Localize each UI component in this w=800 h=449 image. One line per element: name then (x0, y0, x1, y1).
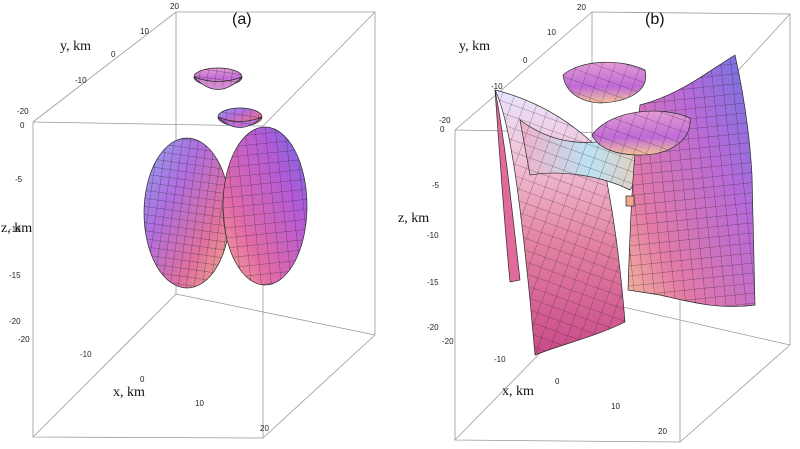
tick: -15 (427, 278, 439, 287)
tick: 0 (440, 125, 445, 134)
panel-b-top-bowl (562, 61, 647, 104)
panel-a-y-ticks: 20 10 0 -10 -20 (17, 2, 179, 116)
panel-a-x-ticks: -20 -10 0 10 20 (18, 335, 269, 433)
panel-a: (a) 20 10 0 -10 -20 y, km 0 -5 -10 -15 -… (1, 2, 376, 439)
panel-a-left-ellipsoid (143, 137, 231, 289)
tick: 10 (611, 402, 620, 411)
tick: -10 (75, 76, 87, 85)
tick: 0 (555, 377, 560, 386)
panel-a-y-axis-label: y, km (60, 39, 91, 54)
panel-b-label: (b) (645, 11, 665, 28)
tick: -20 (9, 317, 21, 326)
tick: -20 (442, 337, 454, 346)
tick: -20 (18, 335, 30, 344)
tick: -20 (427, 323, 439, 332)
panel-a-top-bowl (193, 67, 243, 90)
tick: -10 (9, 225, 21, 234)
panel-b-y-axis-label: y, km (459, 39, 490, 54)
tick: -10 (427, 231, 439, 240)
tick: 20 (577, 3, 586, 12)
tick: -10 (80, 350, 92, 359)
panel-b-right-sheet (627, 54, 756, 307)
tick: 0 (140, 375, 145, 384)
tick: -5 (432, 181, 440, 190)
tick: 0 (523, 56, 528, 65)
tick: -5 (15, 175, 23, 184)
panel-b-y-ticks: 20 10 0 -10 -20 (439, 3, 586, 125)
panel-b-x-ticks: -20 -10 0 10 20 (442, 337, 667, 436)
tick: 20 (658, 427, 667, 436)
tick: 10 (547, 28, 556, 37)
panel-b-x-axis-label: x, km (502, 384, 534, 399)
panel-a-mid-bowl (217, 107, 263, 128)
panel-a-surfaces (143, 67, 308, 289)
panel-a-z-axis-label: z, km (1, 221, 32, 236)
tick: 10 (140, 27, 149, 36)
tick: -10 (494, 355, 506, 364)
panel-a-right-ellipsoid (222, 126, 308, 286)
panel-b-z-ticks: 0 -5 -10 -15 -20 (427, 125, 445, 332)
tick: -10 (491, 82, 503, 91)
panel-a-label: (a) (232, 11, 252, 28)
panel-b-mid-bowl (591, 110, 691, 156)
panel-b-z-axis-label: z, km (398, 211, 429, 226)
panel-b-surfaces (494, 54, 756, 356)
tick: 0 (111, 50, 116, 59)
panel-b-connector (625, 195, 635, 207)
tick: 20 (260, 424, 269, 433)
tick: 0 (20, 121, 25, 130)
tick: -20 (439, 116, 451, 125)
tick: -15 (9, 271, 21, 280)
tick: 20 (170, 2, 179, 11)
tick: 10 (195, 399, 204, 408)
panel-a-z-ticks: 0 -5 -10 -15 -20 (9, 121, 25, 326)
panel-a-x-axis-label: x, km (113, 385, 145, 400)
panel-b: (b) 20 10 0 -10 -20 y, km 0 -5 -10 -15 -… (398, 3, 791, 443)
tick: -20 (17, 107, 29, 116)
